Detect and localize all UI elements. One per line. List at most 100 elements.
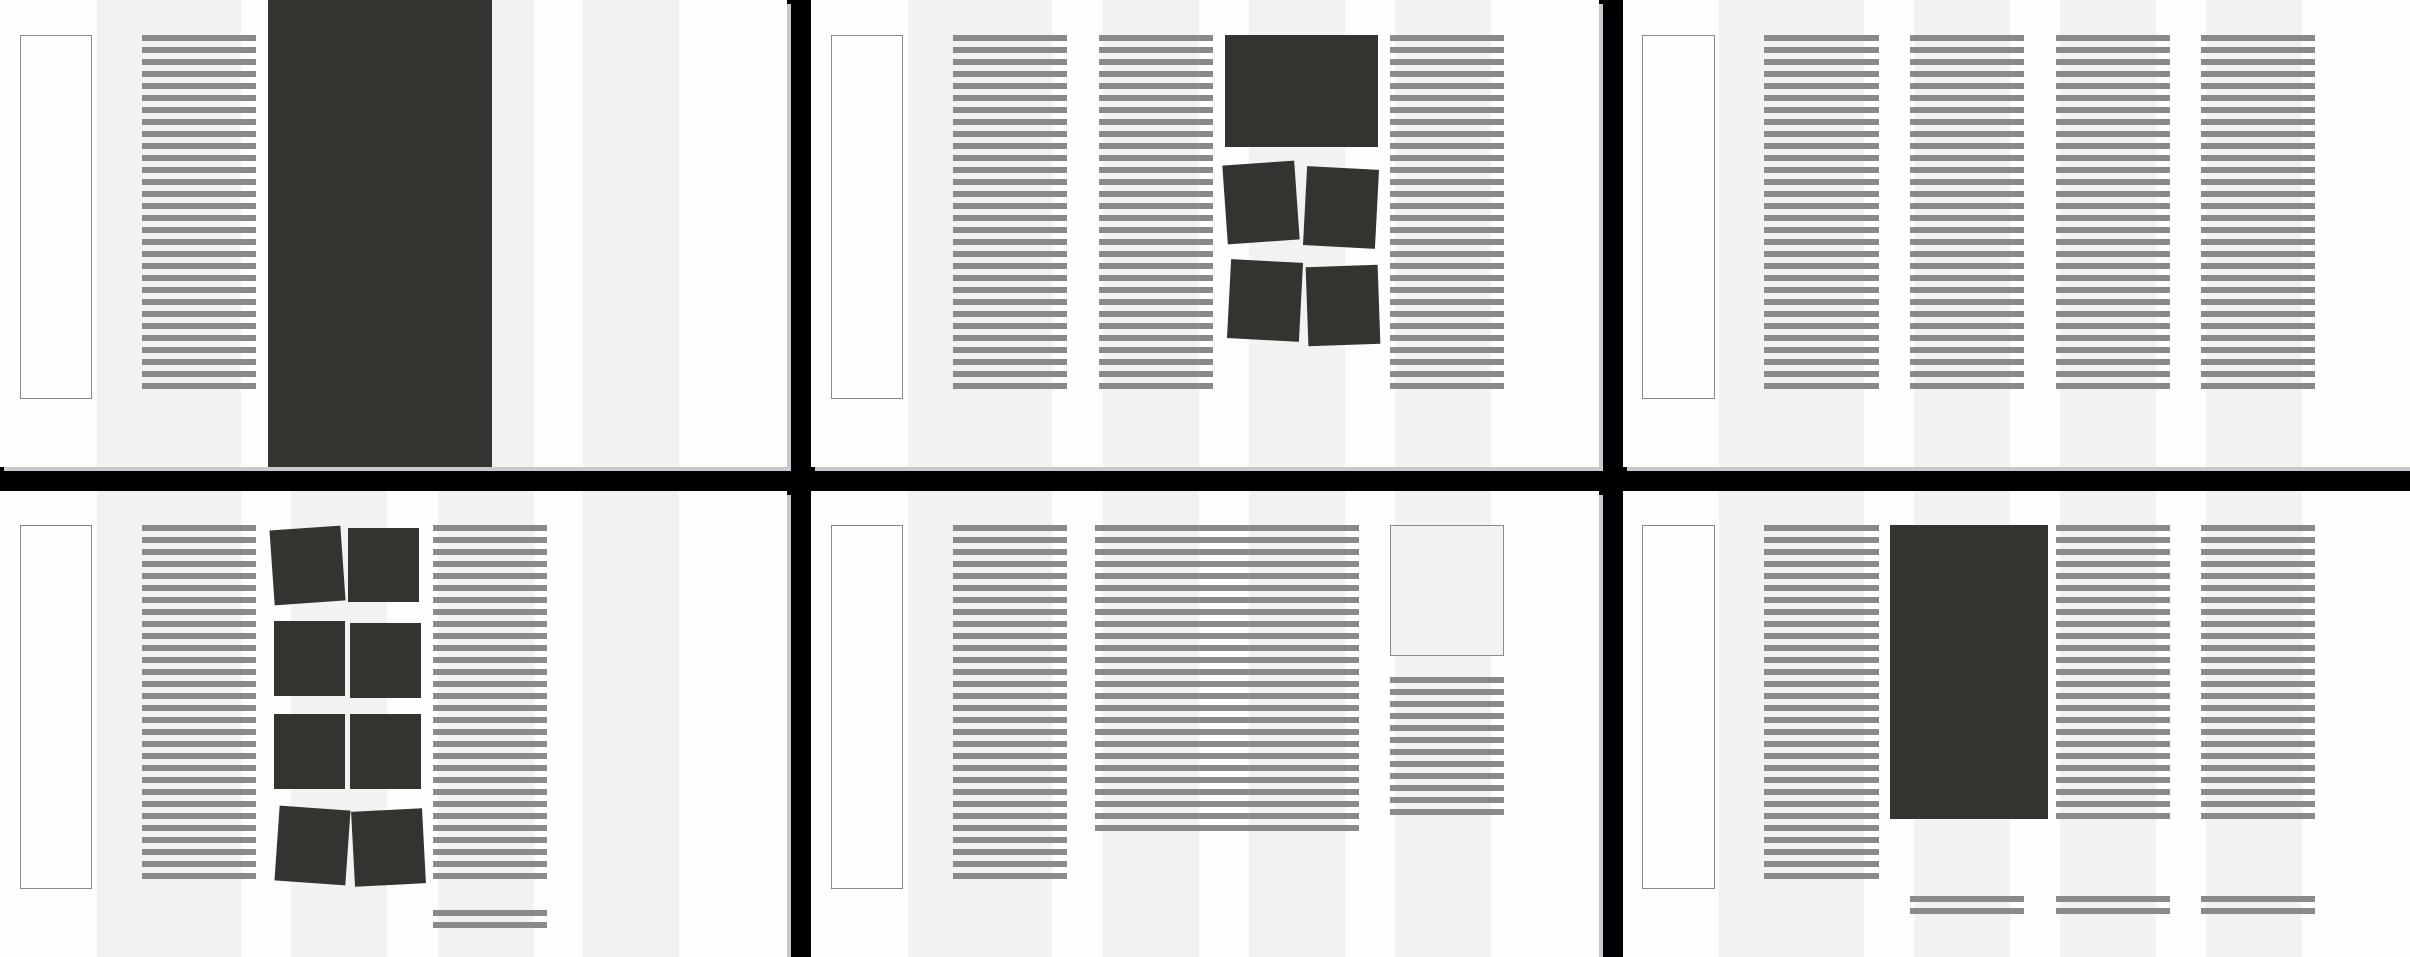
text-column <box>1910 896 2024 914</box>
text-line <box>2056 347 2170 353</box>
text-line <box>1764 633 1878 639</box>
text-column <box>1390 677 1504 815</box>
text-line <box>953 299 1067 305</box>
text-line <box>1390 761 1504 767</box>
text-line <box>953 47 1067 53</box>
text-line <box>1764 825 1878 831</box>
image-placeholder <box>1890 525 2047 819</box>
text-line <box>142 107 256 113</box>
text-line <box>1390 809 1504 815</box>
text-line <box>1764 107 1878 113</box>
text-line <box>2201 549 2315 555</box>
text-line <box>2056 537 2170 543</box>
text-line <box>142 131 256 137</box>
text-line <box>142 621 256 627</box>
text-line <box>2056 335 2170 341</box>
text-line <box>1764 347 1878 353</box>
text-line <box>2056 227 2170 233</box>
text-line <box>1095 585 1359 591</box>
spread-inner <box>1623 491 2410 957</box>
text-line <box>1099 359 1213 365</box>
text-line <box>142 765 256 771</box>
text-line <box>2056 59 2170 65</box>
text-line <box>2056 621 2170 627</box>
text-line <box>1764 143 1878 149</box>
text-line <box>433 549 547 555</box>
text-line <box>953 251 1067 257</box>
text-line <box>1764 131 1878 137</box>
text-line <box>1095 765 1359 771</box>
text-line <box>1390 323 1504 329</box>
text-line <box>1764 645 1878 651</box>
text-line <box>953 537 1067 543</box>
text-line <box>953 95 1067 101</box>
text-line <box>1764 681 1878 687</box>
text-line <box>1099 131 1213 137</box>
text-line <box>142 669 256 675</box>
text-line <box>2056 131 2170 137</box>
text-line <box>2056 191 2170 197</box>
text-line <box>2201 239 2315 245</box>
layout-spread <box>0 491 787 957</box>
text-line <box>2201 669 2315 675</box>
text-line <box>142 657 256 663</box>
text-line <box>1390 83 1504 89</box>
text-line <box>2056 585 2170 591</box>
text-line <box>1390 725 1504 731</box>
text-line <box>1764 585 1878 591</box>
text-line <box>433 621 547 627</box>
text-line <box>433 789 547 795</box>
text-line <box>1390 131 1504 137</box>
text-line <box>1910 311 2024 317</box>
text-line <box>142 275 256 281</box>
text-line <box>1910 143 2024 149</box>
text-line <box>1390 275 1504 281</box>
text-line <box>2056 777 2170 783</box>
sidebar-box <box>1642 35 1714 399</box>
text-line <box>1910 371 2024 377</box>
text-line <box>953 717 1067 723</box>
text-line <box>953 71 1067 77</box>
text-line <box>1095 633 1359 639</box>
text-column <box>142 35 256 389</box>
text-column <box>2056 35 2170 389</box>
text-line <box>142 59 256 65</box>
text-line <box>1390 335 1504 341</box>
text-line <box>2201 908 2315 914</box>
text-line <box>1095 681 1359 687</box>
text-line <box>2056 669 2170 675</box>
text-line <box>1910 347 2024 353</box>
text-line <box>2201 47 2315 53</box>
text-line <box>1764 729 1878 735</box>
text-line <box>1099 191 1213 197</box>
text-line <box>1764 741 1878 747</box>
spread-inner <box>811 491 1598 957</box>
text-line <box>1390 191 1504 197</box>
text-line <box>1764 251 1878 257</box>
text-line <box>953 215 1067 221</box>
text-line <box>1095 597 1359 603</box>
text-line <box>433 765 547 771</box>
text-line <box>1099 35 1213 41</box>
text-column <box>1910 35 2024 389</box>
text-line <box>1764 705 1878 711</box>
text-line <box>953 311 1067 317</box>
text-line <box>2201 143 2315 149</box>
text-line <box>1390 737 1504 743</box>
text-line <box>433 717 547 723</box>
image-placeholder <box>274 714 345 789</box>
text-line <box>1764 813 1878 819</box>
text-line <box>1390 119 1504 125</box>
placeholder-box <box>1390 525 1504 656</box>
text-line <box>1099 323 1213 329</box>
image-placeholder <box>269 525 345 604</box>
image-placeholder <box>350 623 421 698</box>
text-line <box>2056 383 2170 389</box>
text-column <box>1764 525 1878 879</box>
text-line <box>953 789 1067 795</box>
text-line <box>2201 717 2315 723</box>
text-line <box>1390 713 1504 719</box>
column-stripe <box>583 491 679 957</box>
text-line <box>1390 203 1504 209</box>
text-line <box>2201 95 2315 101</box>
